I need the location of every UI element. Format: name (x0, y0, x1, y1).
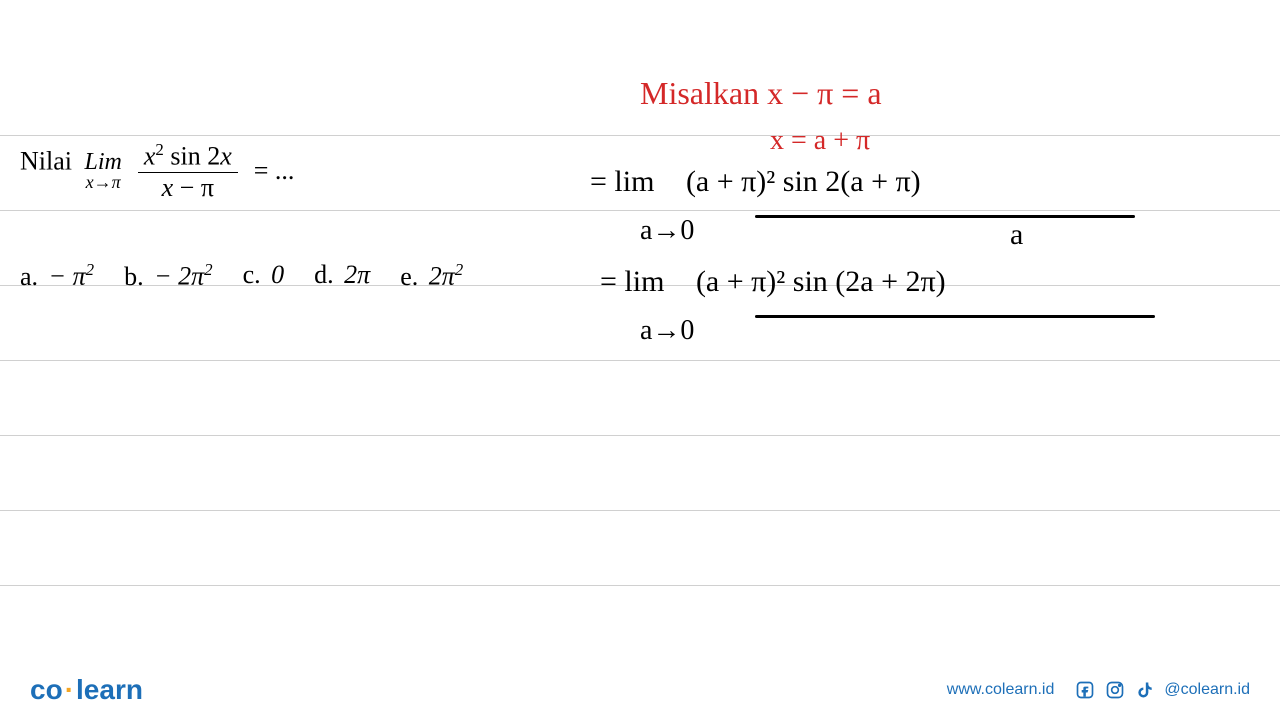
step1-numerator: (a + π)² sin 2(a + π) (686, 165, 921, 198)
option-a: a. − π2 (20, 260, 94, 292)
step1-prefix: = lim (590, 165, 654, 198)
step2-limit-sub: a→0 (640, 315, 694, 347)
social-handle: @colearn.id (1164, 681, 1250, 699)
instagram-icon (1104, 679, 1126, 701)
answer-options: a. − π2 b. − 2π2 c. 0 d. 2π e. 2π2 (20, 260, 463, 292)
facebook-icon (1074, 679, 1096, 701)
problem-statement: Nilai Lim x→π x2 sin 2x x − π = ... (20, 140, 294, 203)
social-icons: @colearn.id (1074, 679, 1250, 701)
footer: co·learn www.colearn.id @colearn.id (0, 660, 1280, 720)
lim-operator: Lim x→π (85, 149, 122, 193)
option-d: d. 2π (314, 260, 370, 292)
logo-dot: · (65, 674, 74, 705)
option-e: e. 2π2 (400, 260, 463, 292)
step1-fraction-bar (755, 215, 1135, 218)
content-area: Nilai Lim x→π x2 sin 2x x − π = ... a. −… (0, 0, 1280, 720)
handwriting-substitution: Misalkan x − π = a (640, 75, 882, 112)
step2-fraction-bar (755, 315, 1155, 318)
logo-learn: learn (76, 674, 143, 705)
handwriting-x-equals: x = a + π (770, 125, 870, 157)
footer-url: www.colearn.id (947, 681, 1055, 699)
step1-limit-sub: a→0 (640, 215, 694, 247)
tiktok-icon (1134, 679, 1156, 701)
problem-label: Nilai (20, 146, 72, 175)
step2-prefix: = lim (600, 265, 664, 298)
limit-expression: Lim x→π x2 sin 2x x − π = ... (79, 140, 295, 203)
equals-dots: = ... (254, 156, 295, 186)
option-c: c. 0 (243, 260, 285, 292)
step2-numerator: (a + π)² sin (2a + 2π) (696, 265, 946, 298)
fraction: x2 sin 2x x − π (138, 140, 238, 203)
option-b: b. − 2π2 (124, 260, 213, 292)
step1-denominator: a (1010, 218, 1023, 252)
handwriting-step2: = lim (a + π)² sin (2a + 2π) (600, 265, 946, 299)
lim-subscript: x→π (86, 172, 121, 193)
footer-right: www.colearn.id @colearn.id (947, 679, 1250, 701)
denominator: x − π (156, 173, 220, 203)
colearn-logo: co·learn (30, 674, 143, 706)
numerator: x2 sin 2x (138, 140, 238, 173)
handwriting-step1: = lim (a + π)² sin 2(a + π) (590, 165, 921, 199)
logo-co: co (30, 674, 63, 705)
